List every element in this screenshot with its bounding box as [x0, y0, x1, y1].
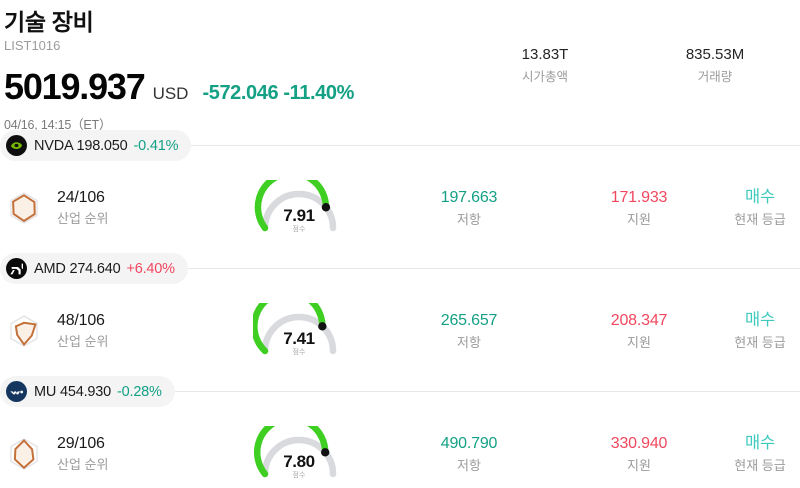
stock-list: NVDA 198.050 -0.41% 24/106 산업 순위 7.91 점수 197.6…	[0, 130, 800, 488]
index-price: 5019.937	[4, 66, 146, 107]
score-gauge-cell: 7.41 점수	[214, 302, 384, 359]
industry-rank-text: 24/106 산업 순위	[57, 187, 108, 228]
resistance-label: 저항	[457, 334, 481, 350]
rating-label: 현재 등급	[734, 212, 786, 227]
score-label: 점수	[292, 348, 306, 356]
support-label: 지원	[627, 211, 651, 227]
score-gauge: 7.80 점수	[253, 425, 345, 482]
score-label: 점수	[292, 225, 306, 233]
resistance-cell: 197.663 저항	[384, 187, 554, 229]
resistance-value: 490.790	[440, 434, 498, 452]
stock-chip-amd[interactable]: AMD 274.640 +6.40%	[0, 253, 188, 284]
page-title: 기술 장비	[4, 9, 94, 35]
stock-chip-line: AMD 274.640 +6.40%	[0, 253, 800, 285]
radar-chart-icon	[4, 311, 44, 351]
amd-logo-icon	[6, 258, 27, 279]
stock-ticker-price: AMD 274.640	[34, 260, 121, 277]
stock-change-pct: -0.28%	[117, 383, 162, 400]
support-value: 208.347	[610, 311, 668, 329]
resistance-label: 저항	[457, 457, 481, 473]
stat-value: 835.53M	[685, 46, 745, 63]
stock-chip-mu[interactable]: MU 454.930 -0.28%	[0, 376, 175, 407]
support-cell: 330.940 지원	[554, 433, 724, 475]
mu-logo-icon	[6, 381, 27, 402]
row-divider	[0, 391, 800, 392]
radar-chart-icon	[4, 434, 44, 474]
rating-label: 현재 등급	[734, 335, 786, 350]
support-value: 171.933	[610, 188, 668, 206]
score-value: 7.41	[283, 328, 315, 348]
industry-rank-value: 48/106	[57, 312, 105, 329]
radar-chart-icon	[4, 188, 44, 228]
resistance-cell: 490.790 저항	[384, 433, 554, 475]
stock-group: NVDA 198.050 -0.41% 24/106 산업 순위 7.91 점수 197.6…	[0, 130, 800, 253]
page-header: 기술 장비 LIST1016 5019.937 USD -572.046 -11…	[0, 0, 800, 132]
stock-chip-line: MU 454.930 -0.28%	[0, 376, 800, 408]
list-code: LIST1016	[4, 38, 61, 53]
support-label: 지원	[627, 334, 651, 350]
rating-value: 매수	[745, 188, 775, 206]
industry-rank-cell: 24/106 산업 순위	[4, 187, 214, 228]
row-divider	[0, 268, 800, 269]
support-cell: 208.347 지원	[554, 310, 724, 352]
stat-volume: 835.53M 거래량	[630, 44, 800, 87]
score-label: 점수	[292, 471, 306, 479]
resistance-cell: 265.657 저항	[384, 310, 554, 352]
industry-rank-text: 29/106 산업 순위	[57, 433, 108, 474]
stock-group: MU 454.930 -0.28% 29/106 산업 순위 7.80 점수 490.790…	[0, 376, 800, 488]
score-value: 7.91	[283, 205, 315, 225]
industry-rank-cell: 48/106 산업 순위	[4, 310, 214, 351]
nvda-logo-icon	[6, 135, 27, 156]
stat-label: 거래량	[697, 70, 733, 84]
industry-rank-value: 29/106	[57, 435, 105, 452]
price-row: 5019.937 USD -572.046 -11.40%	[4, 67, 800, 107]
stock-chip-nvda[interactable]: NVDA 198.050 -0.41%	[0, 130, 192, 161]
stock-change-pct: -0.41%	[133, 137, 179, 154]
stat-value: 13.83T	[521, 46, 569, 63]
industry-rank-text: 48/106 산업 순위	[57, 310, 108, 351]
stat-label: 시가총액	[521, 70, 568, 84]
industry-rank-cell: 29/106 산업 순위	[4, 433, 214, 474]
stock-ticker-price: MU 454.930	[34, 383, 111, 400]
index-change: -572.046 -11.40%	[202, 82, 354, 104]
support-value: 330.940	[610, 434, 668, 452]
industry-rank-label: 산업 순위	[57, 334, 109, 349]
stock-group: AMD 274.640 +6.40% 48/106 산업 순위 7.41 점수 265.65…	[0, 253, 800, 376]
stock-ticker-price: NVDA 198.050	[34, 137, 128, 154]
stock-chip-line: NVDA 198.050 -0.41%	[0, 130, 800, 162]
quote-timestamp: 04/16, 14:15（ET）	[4, 118, 112, 132]
resistance-label: 저항	[457, 211, 481, 227]
score-gauge-cell: 7.80 점수	[214, 425, 384, 482]
industry-rank-value: 24/106	[57, 189, 105, 206]
rating-value: 매수	[745, 434, 775, 452]
rating-label: 현재 등급	[734, 458, 786, 473]
industry-rank-label: 산업 순위	[57, 457, 109, 472]
resistance-value: 197.663	[440, 188, 498, 206]
stat-market-cap: 13.83T 시가총액	[460, 44, 630, 87]
header-stats: 13.83T 시가총액 835.53M 거래량	[460, 44, 800, 87]
resistance-value: 265.657	[440, 311, 498, 329]
score-gauge-cell: 7.91 점수	[214, 179, 384, 236]
currency-label: USD	[152, 84, 189, 103]
stock-change-pct: +6.40%	[126, 260, 175, 277]
score-gauge: 7.91 점수	[253, 179, 345, 236]
support-cell: 171.933 지원	[554, 187, 724, 229]
support-label: 지원	[627, 457, 651, 473]
row-divider	[0, 145, 800, 146]
industry-rank-label: 산업 순위	[57, 211, 109, 226]
rating-value: 매수	[745, 311, 775, 329]
score-gauge: 7.41 점수	[253, 302, 345, 359]
score-value: 7.80	[283, 451, 315, 471]
